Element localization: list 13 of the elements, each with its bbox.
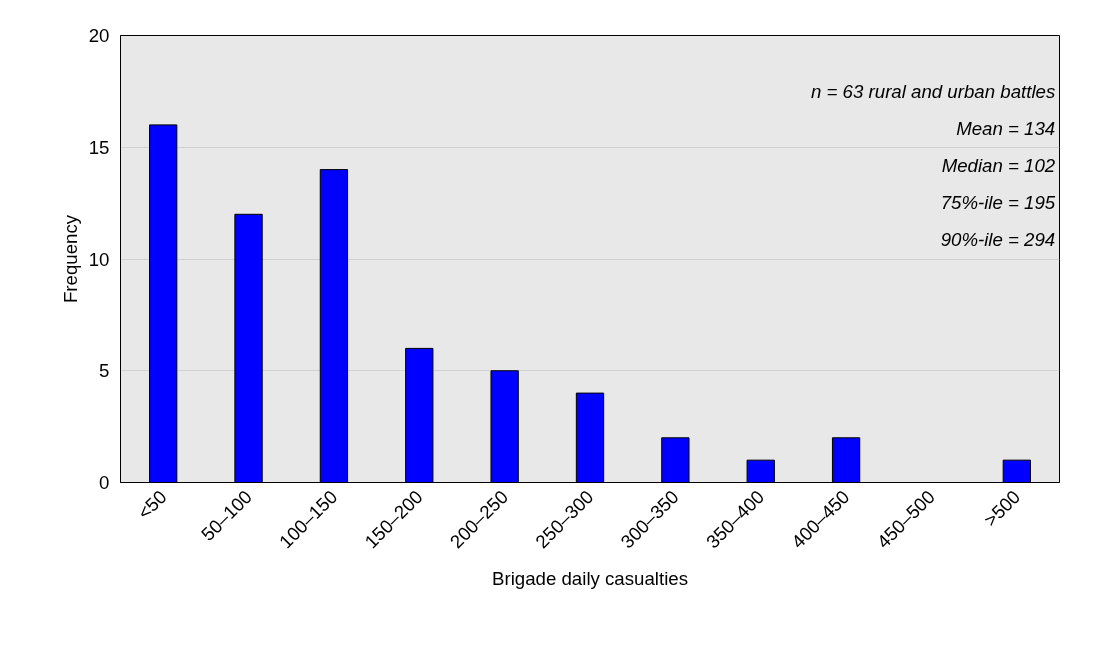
annotation: 75%-ile = 195 [940, 192, 1056, 214]
annotation: Mean = 134 [956, 117, 1056, 139]
y-tick-label: 5 [99, 360, 110, 382]
y-tick-label: 0 [99, 472, 110, 493]
y-tick-label: 15 [88, 136, 110, 158]
x-tick-label: <50 [133, 486, 171, 524]
y-tick-label: 20 [88, 25, 110, 46]
annotation: 90%-ile = 294 [940, 229, 1056, 251]
y-tick-label: 10 [88, 248, 110, 270]
x-axis-title: Brigade daily casualties [492, 567, 688, 589]
annotation: n = 63 rural and urban battles [810, 80, 1056, 102]
annotation: Median = 102 [941, 155, 1056, 177]
y-axis-title: Frequency [59, 214, 81, 304]
